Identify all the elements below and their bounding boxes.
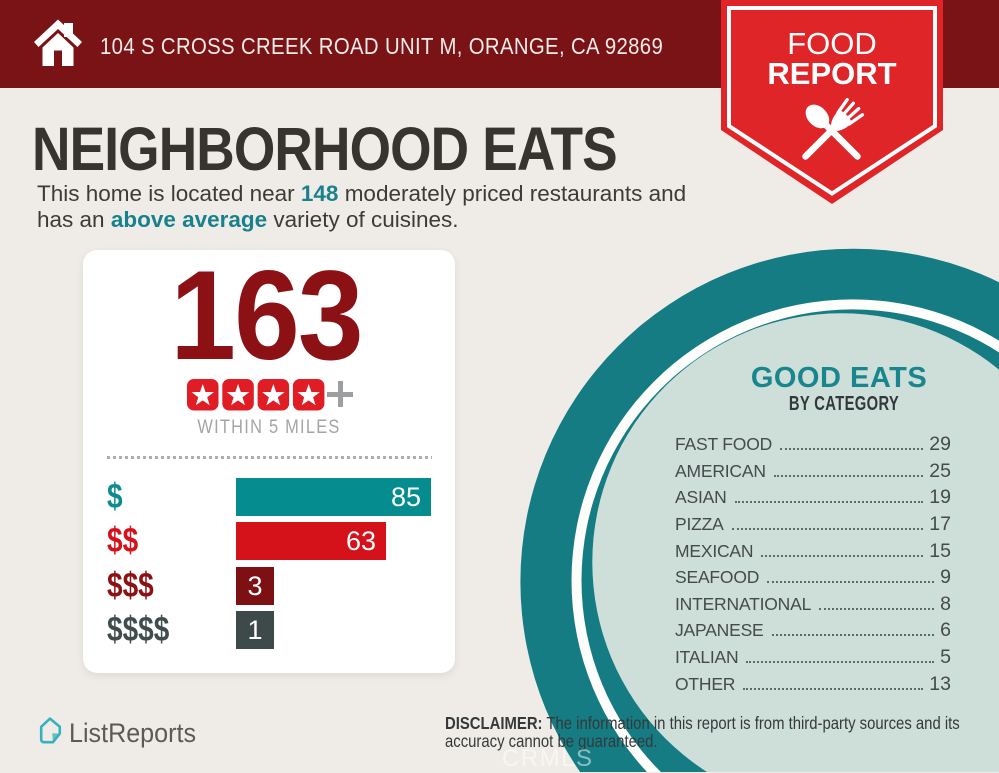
svg-text:REPORT: REPORT	[767, 56, 896, 91]
